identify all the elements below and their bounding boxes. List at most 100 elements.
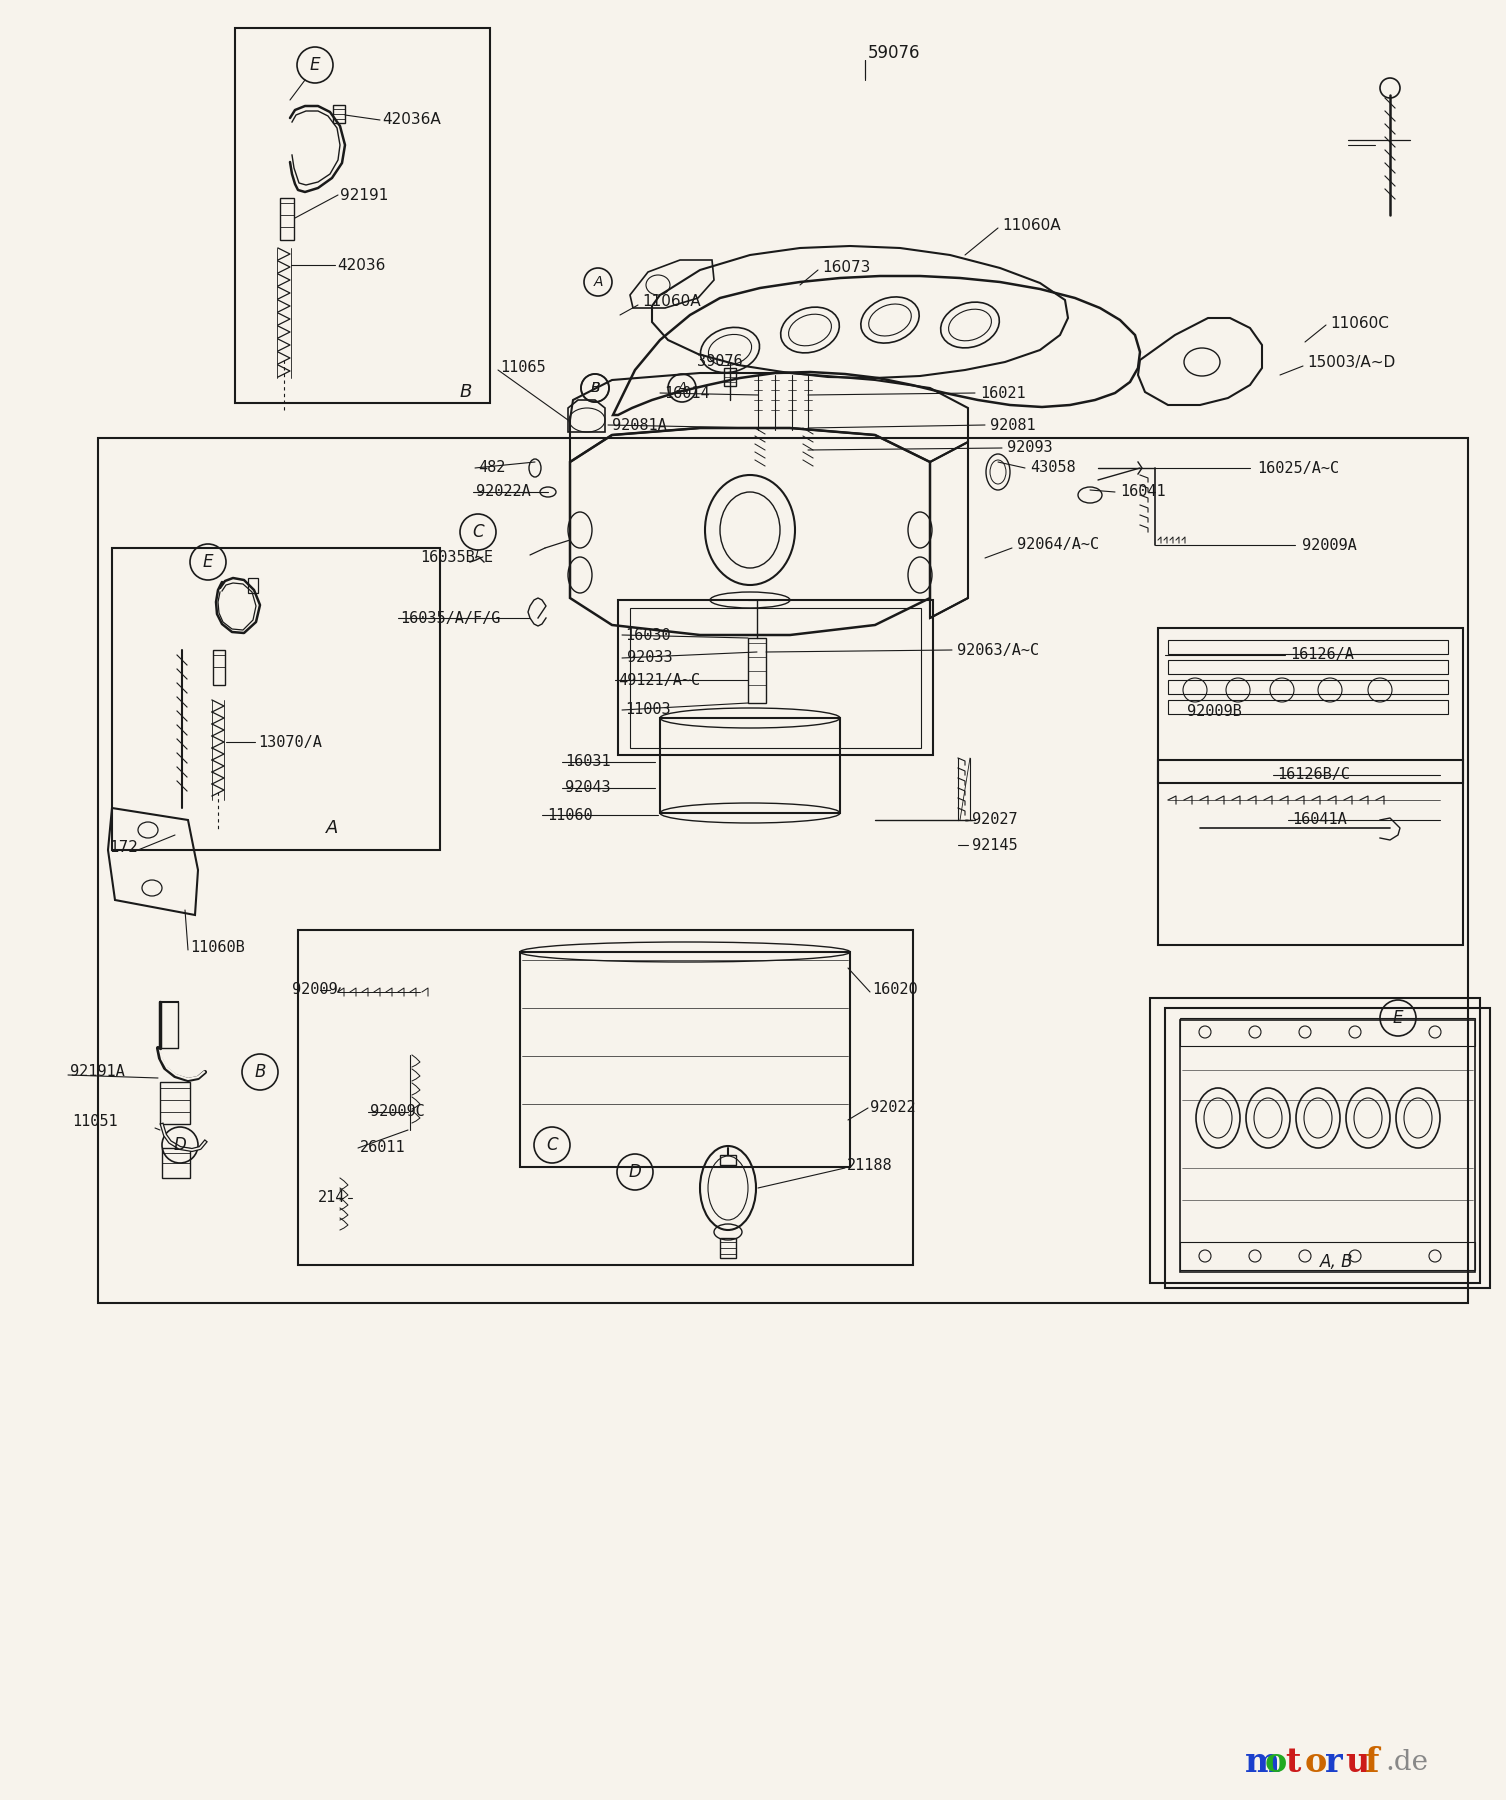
- Text: 92093: 92093: [1008, 441, 1053, 455]
- Text: 16035B~E: 16035B~E: [420, 551, 492, 565]
- Bar: [160, 1082, 190, 1123]
- Bar: [98, 437, 1468, 1303]
- Bar: [617, 599, 934, 754]
- Text: 16031: 16031: [565, 754, 610, 770]
- Text: 16025/A~C: 16025/A~C: [1258, 461, 1339, 475]
- Text: D: D: [173, 1136, 187, 1154]
- Text: 92081A: 92081A: [611, 418, 667, 432]
- Bar: [724, 367, 736, 385]
- Text: A: A: [678, 382, 687, 394]
- Text: 92009: 92009: [292, 983, 337, 997]
- Text: 16020: 16020: [872, 983, 917, 997]
- Bar: [163, 1148, 190, 1177]
- Text: 42036A: 42036A: [383, 112, 441, 128]
- Text: E: E: [203, 553, 214, 571]
- Bar: [720, 1156, 736, 1165]
- Text: 16126/A: 16126/A: [1291, 648, 1354, 662]
- Bar: [1181, 1021, 1474, 1273]
- Text: u: u: [1345, 1746, 1369, 1778]
- Text: 16073: 16073: [822, 261, 870, 275]
- Text: 49121/A~C: 49121/A~C: [617, 673, 700, 688]
- Text: 92033: 92033: [626, 650, 673, 666]
- Text: o: o: [1265, 1746, 1288, 1778]
- Text: 16126B/C: 16126B/C: [1277, 767, 1349, 783]
- Text: A: A: [593, 275, 602, 290]
- Text: 16041A: 16041A: [1292, 812, 1346, 828]
- Text: 11060A: 11060A: [642, 295, 700, 310]
- Text: 16021: 16021: [980, 385, 1026, 401]
- Text: B: B: [459, 383, 473, 401]
- Text: 15003/A~D: 15003/A~D: [1307, 356, 1395, 371]
- Bar: [1169, 700, 1447, 715]
- Bar: [1169, 680, 1447, 695]
- Text: 42036: 42036: [337, 257, 386, 272]
- Bar: [748, 637, 767, 704]
- Bar: [212, 650, 224, 686]
- Text: C: C: [547, 1136, 557, 1154]
- Text: 92009A: 92009A: [1303, 538, 1357, 553]
- Text: .de: .de: [1386, 1748, 1428, 1775]
- Text: 11060C: 11060C: [1330, 315, 1389, 331]
- Text: o: o: [1306, 1746, 1327, 1778]
- Text: A, B: A, B: [1319, 1253, 1354, 1271]
- Text: 11060: 11060: [547, 808, 593, 823]
- Bar: [235, 29, 489, 403]
- Text: 172: 172: [108, 841, 139, 855]
- Text: 43058: 43058: [1030, 461, 1075, 475]
- Text: t: t: [1285, 1746, 1300, 1778]
- Text: E: E: [310, 56, 321, 74]
- Text: A: A: [325, 819, 337, 837]
- Bar: [520, 952, 849, 1166]
- Text: E: E: [1393, 1010, 1404, 1028]
- Text: 21188: 21188: [846, 1157, 893, 1172]
- Bar: [1166, 1008, 1489, 1289]
- Text: 92022A: 92022A: [476, 484, 530, 499]
- Bar: [660, 718, 840, 814]
- Bar: [1151, 997, 1480, 1283]
- Text: 92145: 92145: [971, 837, 1018, 853]
- Text: C: C: [473, 524, 483, 542]
- Text: 92191: 92191: [340, 187, 389, 203]
- Text: 11003: 11003: [625, 702, 670, 718]
- Bar: [280, 198, 294, 239]
- Text: 16035/A/F/G: 16035/A/F/G: [401, 610, 500, 626]
- Bar: [1181, 1242, 1474, 1271]
- Bar: [1169, 661, 1447, 673]
- Text: D: D: [628, 1163, 642, 1181]
- Text: 13070/A: 13070/A: [258, 734, 322, 749]
- Bar: [1181, 1019, 1474, 1046]
- Text: 92191A: 92191A: [69, 1064, 125, 1080]
- Text: f: f: [1364, 1746, 1379, 1778]
- Bar: [630, 608, 922, 749]
- Bar: [333, 104, 345, 122]
- Text: 11065: 11065: [500, 360, 545, 376]
- Bar: [298, 931, 913, 1265]
- Text: 482: 482: [477, 461, 506, 475]
- Bar: [1158, 628, 1462, 783]
- Bar: [248, 578, 258, 592]
- Bar: [720, 1238, 736, 1258]
- Text: 16041: 16041: [1120, 484, 1166, 499]
- Text: 16014: 16014: [664, 385, 709, 401]
- Text: 11051: 11051: [72, 1114, 117, 1130]
- Text: 92009C: 92009C: [370, 1105, 425, 1120]
- Text: 59076: 59076: [867, 43, 920, 61]
- Text: 26011: 26011: [360, 1141, 405, 1156]
- Text: 214: 214: [318, 1190, 345, 1206]
- Text: B: B: [590, 382, 599, 394]
- Text: 92009B: 92009B: [1187, 704, 1242, 720]
- Bar: [1169, 641, 1447, 653]
- Text: B: B: [590, 382, 599, 394]
- Text: 92027: 92027: [971, 812, 1018, 828]
- Text: 39076: 39076: [697, 355, 742, 369]
- Text: 11060B: 11060B: [190, 940, 245, 956]
- Text: B: B: [255, 1064, 265, 1082]
- Text: 92022: 92022: [870, 1100, 916, 1116]
- Text: m: m: [1245, 1746, 1280, 1778]
- Bar: [1158, 760, 1462, 945]
- Bar: [111, 547, 440, 850]
- Text: 92081: 92081: [989, 418, 1036, 432]
- Text: r: r: [1325, 1746, 1343, 1778]
- Text: 16030: 16030: [625, 628, 670, 643]
- Text: 92064/A~C: 92064/A~C: [1017, 538, 1099, 553]
